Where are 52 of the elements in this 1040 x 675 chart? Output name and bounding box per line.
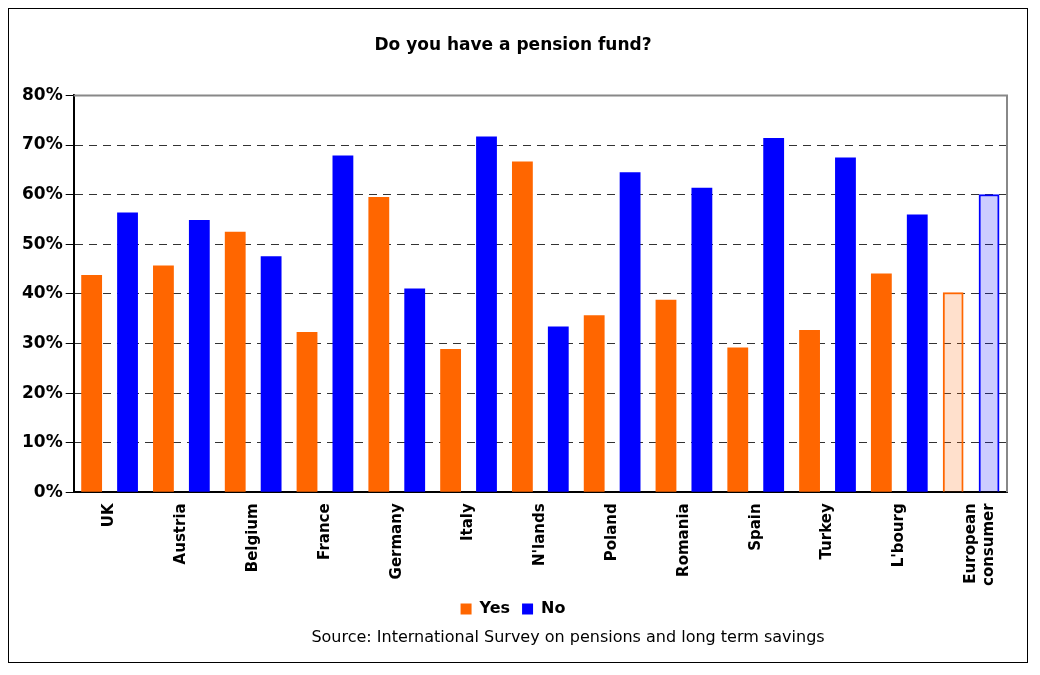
bar [547, 326, 569, 492]
bar [440, 348, 462, 492]
legend-label: Yes [478, 598, 511, 618]
y-tick-label: 70% [21, 133, 63, 154]
bar [153, 265, 174, 492]
bar [942, 292, 964, 492]
bar [655, 299, 677, 492]
bar [368, 197, 390, 492]
bar [260, 256, 282, 492]
x-tick-label: European consumer [960, 502, 997, 586]
x-tick-label: Austria [171, 503, 190, 565]
bar [799, 330, 820, 492]
bar [906, 214, 928, 492]
bar [835, 157, 856, 492]
bar [727, 347, 749, 492]
bar [583, 315, 605, 492]
bar [691, 187, 713, 492]
x-tick-label: UK [99, 501, 118, 528]
y-tick-label: 60% [21, 183, 63, 204]
bar [117, 212, 138, 492]
y-tick-label: 10% [21, 431, 63, 452]
x-tick-label: Spain [745, 503, 764, 551]
x-tick-label: Poland [602, 503, 621, 562]
x-tick-label: France [314, 503, 333, 560]
x-tick-label: Romania [673, 503, 692, 577]
y-tick-label: 50% [21, 232, 63, 253]
y-tick-label: 30% [21, 331, 63, 352]
chart-title: Do you have a pension fund? [374, 33, 652, 54]
bar [763, 138, 785, 492]
x-tick-label: N'lands [530, 503, 549, 567]
bar [511, 161, 533, 492]
x-tick-label: Germany [386, 503, 405, 580]
y-tick-label: 20% [21, 381, 63, 402]
bar [404, 288, 426, 492]
bar [870, 273, 892, 492]
bar [978, 194, 1000, 492]
x-tick-label: Turkey [817, 503, 836, 560]
y-tick-label: 0% [33, 480, 63, 501]
bar [296, 332, 318, 492]
bar [332, 155, 354, 492]
legend-label: No [541, 598, 566, 618]
bar [81, 275, 103, 492]
x-tick-label: Italy [458, 503, 477, 542]
bar [224, 231, 246, 492]
y-tick-label: 40% [21, 282, 63, 303]
bar [619, 172, 641, 492]
bar [476, 136, 497, 492]
bar [188, 219, 210, 492]
y-tick-label: 80% [21, 83, 63, 104]
x-tick-label: L'bourg [889, 503, 908, 568]
x-tick-label: Belgium [243, 503, 262, 573]
source-note: Source: International Survey on pensions and long term savings [310, 627, 826, 646]
